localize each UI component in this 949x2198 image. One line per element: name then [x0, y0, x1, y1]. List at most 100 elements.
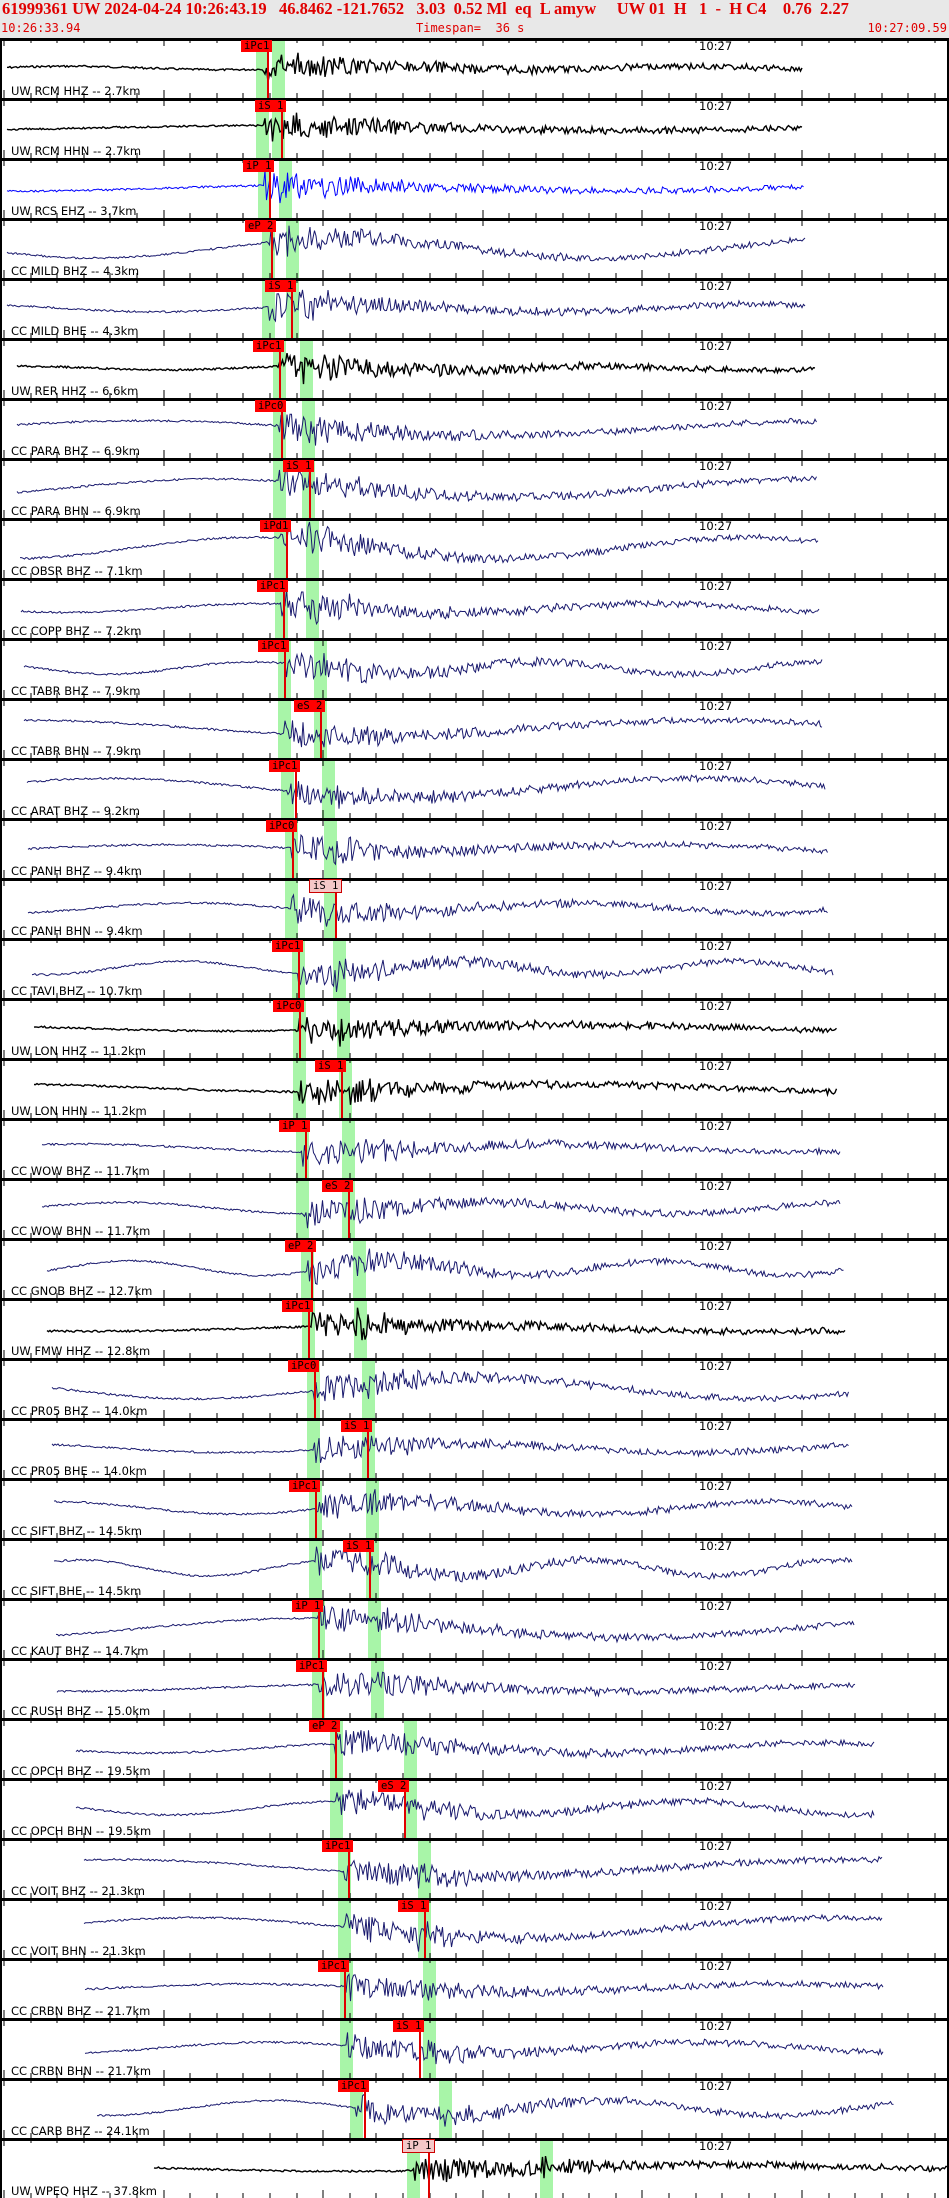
phase-pick-label[interactable]: iPc0	[273, 1000, 305, 1012]
phase-pick-label[interactable]: iPc1	[241, 40, 273, 52]
phase-pick-marker[interactable]	[335, 881, 337, 938]
seismogram-trace[interactable]: iPc1 10:27 CC TABR BHZ -- 7.9km	[0, 638, 949, 698]
phase-pick-label[interactable]: iPc1	[258, 640, 290, 652]
seismogram-trace[interactable]: iPc1 10:27 CC SIFT BHZ -- 14.5km	[0, 1478, 949, 1538]
seismogram-trace[interactable]: iS 1 10:27 CC VOIT BHN -- 21.3km	[0, 1898, 949, 1958]
seismogram-trace[interactable]: eP 2 10:27 CC OPCH BHZ -- 19.5km	[0, 1718, 949, 1778]
phase-pick-marker[interactable]	[320, 701, 322, 758]
seismogram-trace[interactable]: iS 1 10:27 CC SIFT BHE -- 14.5km	[0, 1538, 949, 1598]
phase-pick-label[interactable]: iS 1	[309, 879, 343, 893]
phase-pick-label[interactable]: iPc1	[318, 1960, 350, 1972]
phase-pick-marker[interactable]	[281, 401, 283, 458]
phase-pick-marker[interactable]	[419, 2021, 421, 2078]
seismogram-trace[interactable]: iPd1 10:27 CC OBSR BHZ -- 7.1km	[0, 518, 949, 578]
seismogram-trace[interactable]: iS 1 10:27 CC PANH BHN -- 9.4km	[0, 878, 949, 938]
phase-pick-marker[interactable]	[344, 1961, 346, 2018]
seismogram-trace[interactable]: iPc1 10:27 UW RCM HHZ -- 2.7km	[0, 38, 949, 98]
phase-pick-label[interactable]: eP 2	[285, 1240, 317, 1252]
phase-pick-marker[interactable]	[292, 821, 294, 878]
phase-pick-label[interactable]: iPc0	[266, 820, 298, 832]
phase-pick-label[interactable]: iPc1	[253, 340, 285, 352]
seismogram-trace[interactable]: iPc0 10:27 CC PARA BHZ -- 6.9km	[0, 398, 949, 458]
seismogram-trace[interactable]: iPc0 10:27 CC PR05 BHZ -- 14.0km	[0, 1358, 949, 1418]
seismogram-trace[interactable]: eS 2 10:27 CC WOW BHN -- 11.7km	[0, 1178, 949, 1238]
phase-pick-marker[interactable]	[309, 461, 311, 518]
phase-pick-label[interactable]: iPc1	[296, 1660, 328, 1672]
seismogram-trace[interactable]: eP 2 10:27 CC GNOB BHZ -- 12.7km	[0, 1238, 949, 1298]
seismogram-trace[interactable]: iS 1 10:27 CC PR05 BHE -- 14.0km	[0, 1418, 949, 1478]
seismogram-trace[interactable]: eS 2 10:27 CC TABR BHN -- 7.9km	[0, 698, 949, 758]
seismogram-trace[interactable]: iS 1 10:27 CC PARA BHN -- 6.9km	[0, 458, 949, 518]
phase-pick-label[interactable]: iPc0	[288, 1360, 320, 1372]
phase-pick-marker[interactable]	[279, 341, 281, 398]
phase-pick-label[interactable]: iP 1	[402, 2139, 436, 2153]
phase-pick-marker[interactable]	[298, 941, 300, 998]
seismogram-trace[interactable]: iP 1 10:27 CC KAUT BHZ -- 14.7km	[0, 1598, 949, 1658]
phase-pick-marker[interactable]	[428, 2141, 430, 2198]
phase-pick-marker[interactable]	[308, 1301, 310, 1358]
phase-pick-label[interactable]: iPc1	[282, 1300, 314, 1312]
phase-pick-marker[interactable]	[305, 1121, 307, 1178]
phase-pick-marker[interactable]	[314, 1361, 316, 1418]
phase-pick-marker[interactable]	[267, 41, 269, 98]
seismogram-trace[interactable]: iPc1 10:27 CC ARAT BHZ -- 9.2km	[0, 758, 949, 818]
phase-pick-marker[interactable]	[311, 1241, 313, 1298]
seismogram-trace[interactable]: iS 1 10:27 CC MILD BHE -- 4.3km	[0, 278, 949, 338]
phase-pick-marker[interactable]	[286, 521, 288, 578]
phase-pick-marker[interactable]	[295, 761, 297, 818]
phase-pick-marker[interactable]	[322, 1661, 324, 1718]
phase-pick-marker[interactable]	[291, 281, 293, 338]
seismogram-trace[interactable]: eP 2 10:27 CC MILD BHZ -- 4.3km	[0, 218, 949, 278]
seismogram-trace[interactable]: iPc1 10:27 CC COPP BHZ -- 7.2km	[0, 578, 949, 638]
seismogram-trace[interactable]: iPc1 10:27 CC TAVI BHZ -- 10.7km	[0, 938, 949, 998]
phase-pick-marker[interactable]	[315, 1481, 317, 1538]
phase-pick-label[interactable]: iS 1	[265, 280, 297, 292]
phase-pick-label[interactable]: iPc1	[257, 580, 289, 592]
phase-pick-marker[interactable]	[404, 1781, 406, 1838]
phase-pick-marker[interactable]	[341, 1061, 343, 1118]
phase-pick-marker[interactable]	[271, 221, 273, 278]
phase-pick-label[interactable]: eP 2	[309, 1720, 341, 1732]
seismogram-trace[interactable]: iPc1 10:27 UW FMW HHZ -- 12.8km	[0, 1298, 949, 1358]
phase-pick-label[interactable]: iS 1	[343, 1540, 375, 1552]
phase-pick-marker[interactable]	[318, 1601, 320, 1658]
phase-pick-label[interactable]: iPd1	[260, 520, 292, 532]
phase-pick-label[interactable]: iS 1	[283, 460, 315, 472]
phase-pick-marker[interactable]	[348, 1841, 350, 1898]
seismogram-trace[interactable]: iS 1 10:27 UW RCM HHN -- 2.7km	[0, 98, 949, 158]
seismogram-trace[interactable]: iP 1 10:27 UW WPEQ HHZ -- 37.8km	[0, 2138, 949, 2198]
phase-pick-label[interactable]: iS 1	[341, 1420, 373, 1432]
phase-pick-marker[interactable]	[284, 641, 286, 698]
phase-pick-label[interactable]: iS 1	[315, 1060, 347, 1072]
phase-pick-label[interactable]: iPc0	[255, 400, 287, 412]
phase-pick-label[interactable]: eS 2	[322, 1180, 354, 1192]
phase-pick-marker[interactable]	[283, 581, 285, 638]
seismogram-trace[interactable]: iPc1 10:27 CC CARB BHZ -- 24.1km	[0, 2078, 949, 2138]
phase-pick-marker[interactable]	[367, 1421, 369, 1478]
phase-pick-label[interactable]: eS 2	[294, 700, 326, 712]
seismogram-trace[interactable]: iS 1 10:27 CC CRBN BHN -- 21.7km	[0, 2018, 949, 2078]
phase-pick-label[interactable]: iPc1	[322, 1840, 354, 1852]
seismogram-trace[interactable]: iPc1 10:27 UW RER HHZ -- 6.6km	[0, 338, 949, 398]
phase-pick-marker[interactable]	[369, 1541, 371, 1598]
seismogram-trace[interactable]: iP 1 10:27 UW RCS EHZ -- 3.7km	[0, 158, 949, 218]
seismogram-trace[interactable]: iPc1 10:27 CC CRBN BHZ -- 21.7km	[0, 1958, 949, 2018]
phase-pick-label[interactable]: iPc1	[269, 760, 301, 772]
phase-pick-label[interactable]: iP 1	[243, 160, 275, 172]
phase-pick-label[interactable]: eS 2	[378, 1780, 410, 1792]
phase-pick-label[interactable]: iS 1	[255, 100, 287, 112]
seismogram-trace[interactable]: iPc1 10:27 CC VOIT BHZ -- 21.3km	[0, 1838, 949, 1898]
phase-pick-marker[interactable]	[364, 2081, 366, 2138]
seismogram-trace[interactable]: iPc0 10:27 CC PANH BHZ -- 9.4km	[0, 818, 949, 878]
phase-pick-marker[interactable]	[335, 1721, 337, 1778]
seismogram-trace[interactable]: iPc1 10:27 CC RUSH BHZ -- 15.0km	[0, 1658, 949, 1718]
phase-pick-label[interactable]: iP 1	[292, 1600, 324, 1612]
phase-pick-marker[interactable]	[269, 161, 271, 218]
phase-pick-label[interactable]: iPc1	[289, 1480, 321, 1492]
seismogram-trace[interactable]: iP 1 10:27 CC WOW BHZ -- 11.7km	[0, 1118, 949, 1178]
seismogram-trace[interactable]: eS 2 10:27 CC OPCH BHN -- 19.5km	[0, 1778, 949, 1838]
phase-pick-marker[interactable]	[348, 1181, 350, 1238]
phase-pick-marker[interactable]	[299, 1001, 301, 1058]
phase-pick-label[interactable]: iPc1	[272, 940, 304, 952]
seismogram-trace[interactable]: iPc0 10:27 UW LON HHZ -- 11.2km	[0, 998, 949, 1058]
